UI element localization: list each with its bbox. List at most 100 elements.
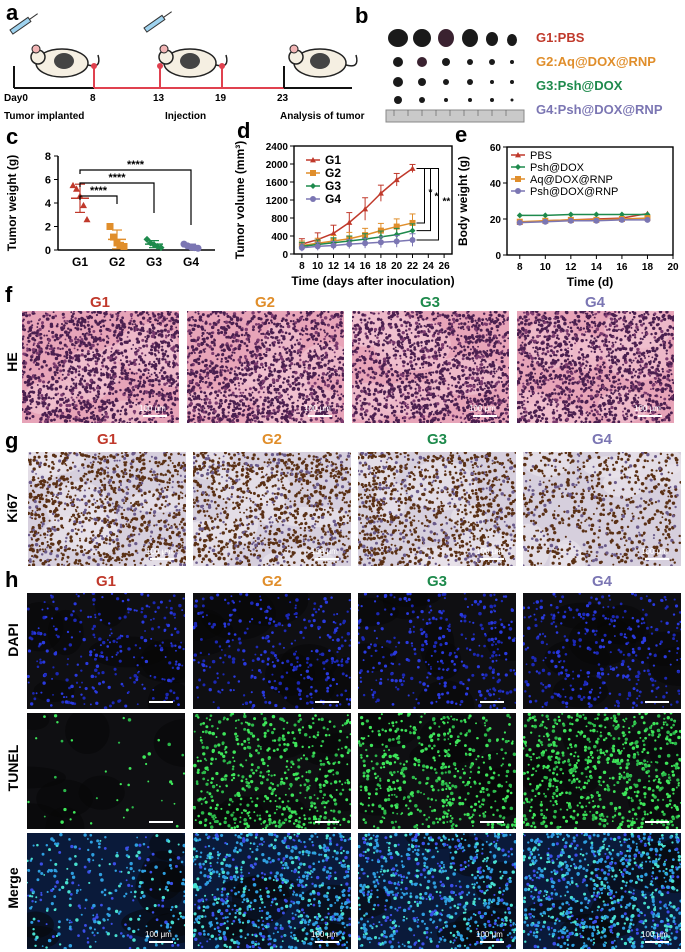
row-label-ki67: Ki67: [4, 493, 20, 523]
row-label-merge: Merge: [5, 867, 21, 909]
scale-bar: [315, 701, 339, 703]
scale-bar: [645, 941, 669, 943]
micrograph: [28, 452, 186, 566]
data-point: [409, 165, 416, 171]
data-point: [80, 201, 87, 209]
ki67-image-g4: 100 μm: [523, 452, 681, 566]
group-header-g1: G1: [89, 294, 110, 311]
significance-label: ****: [108, 172, 126, 184]
data-point: [330, 242, 337, 249]
significance-bracket: [416, 168, 425, 224]
group-header-g2: G2: [261, 431, 282, 448]
tick-label: 8: [299, 261, 305, 272]
group-header-g4: G4: [584, 294, 605, 311]
scale-bar: [308, 415, 332, 417]
scale-bar-label: 100 μm: [476, 930, 503, 939]
scale-bar: [315, 941, 339, 943]
data-point: [516, 219, 523, 226]
data-point: [106, 223, 114, 230]
data-point: [362, 206, 369, 212]
dapi-image-g2: [193, 593, 351, 709]
tick-label: 10: [540, 262, 552, 273]
photo-legend-item: G4:Psh@DOX@RNP: [536, 102, 663, 117]
tick-label: 2000: [266, 160, 289, 171]
legend-label: Psh@DOX@RNP: [530, 186, 618, 198]
data-point: [515, 164, 521, 170]
legend-label: PBS: [530, 150, 552, 162]
data-point: [567, 211, 574, 218]
data-point: [377, 190, 384, 196]
tunel-image-g2: [193, 713, 351, 829]
data-point: [314, 243, 321, 250]
tick-label: 26: [439, 261, 451, 272]
scale-bar-label: 100 μm: [311, 930, 338, 939]
row-label-tunel: TUNEL: [5, 744, 21, 792]
tick-label: 12: [565, 262, 577, 273]
tick-label: 22: [407, 261, 419, 272]
scale-bar: [149, 821, 173, 823]
tick-label: 10: [312, 261, 324, 272]
day-label: 8: [90, 93, 96, 104]
legend-label: G2: [325, 166, 341, 180]
data-point: [310, 196, 316, 202]
tick-label: 8: [517, 262, 523, 273]
micrograph: [193, 593, 351, 709]
significance-bracket: [416, 168, 431, 232]
micrograph: [358, 833, 516, 949]
tick-label: 16: [616, 262, 628, 273]
mouse-icon: [158, 44, 228, 78]
data-point: [310, 170, 316, 176]
scale-bar-label: 100 μm: [311, 547, 338, 556]
panel-label-g: g: [5, 428, 19, 453]
data-point: [515, 188, 521, 194]
panel-label-d: d: [237, 118, 251, 143]
micrograph: [358, 713, 516, 829]
he-image-g4: 100 μm: [517, 311, 674, 423]
tick-label: 20: [667, 262, 679, 273]
timeline-schematic: [9, 11, 358, 89]
tick-label: 14: [344, 261, 356, 272]
significance-bracket: [79, 182, 155, 213]
photo-legend-item: G3:Psh@DOX: [536, 78, 623, 93]
tick-label: 1200: [266, 196, 289, 207]
micrograph: [523, 452, 681, 566]
scale-bar-label: 100 μm: [641, 930, 668, 939]
tick-label: 2400: [266, 142, 289, 153]
data-point: [143, 235, 151, 243]
dapi-image-g1: [27, 593, 185, 709]
tick-label: 40: [490, 179, 502, 190]
series-line: [519, 213, 648, 217]
tick-label: 60: [490, 143, 502, 154]
group-header-g3: G3: [419, 294, 440, 311]
data-point: [515, 176, 521, 182]
scale-bar: [645, 821, 669, 823]
data-point: [120, 242, 128, 250]
scale-bar: [473, 415, 497, 417]
significance-label: ****: [90, 185, 108, 197]
data-point: [542, 212, 549, 219]
timeline-label-implanted: Tumor implanted: [4, 111, 85, 122]
category-label: G2: [109, 255, 125, 269]
micrograph: [27, 593, 185, 709]
tunel-image-g4: [523, 713, 681, 829]
data-point: [593, 217, 600, 224]
tick-label: 24: [423, 261, 435, 272]
tick-label: 0: [45, 245, 51, 257]
data-point: [377, 239, 384, 246]
data-point: [593, 211, 600, 218]
panel-label-c: c: [6, 124, 19, 149]
scale-bar: [645, 701, 669, 703]
data-point: [73, 185, 80, 192]
data-point: [393, 223, 400, 230]
data-point: [409, 219, 416, 226]
significance-label: **: [443, 196, 451, 207]
panel-label-a: a: [6, 0, 19, 25]
legend-label: Psh@DOX: [530, 162, 585, 174]
tick-label: 4: [45, 198, 52, 210]
micrograph: [523, 833, 681, 949]
panel-label-b: b: [355, 3, 369, 28]
tumor-volume-chart: 0 400 800 1200 1600 2000 2400 8 10 12 14 16 18 20 22 24…: [233, 141, 455, 288]
scale-bar-label: 100 μm: [476, 547, 503, 556]
tick-label: 16: [360, 261, 372, 272]
micrograph: [517, 311, 674, 423]
